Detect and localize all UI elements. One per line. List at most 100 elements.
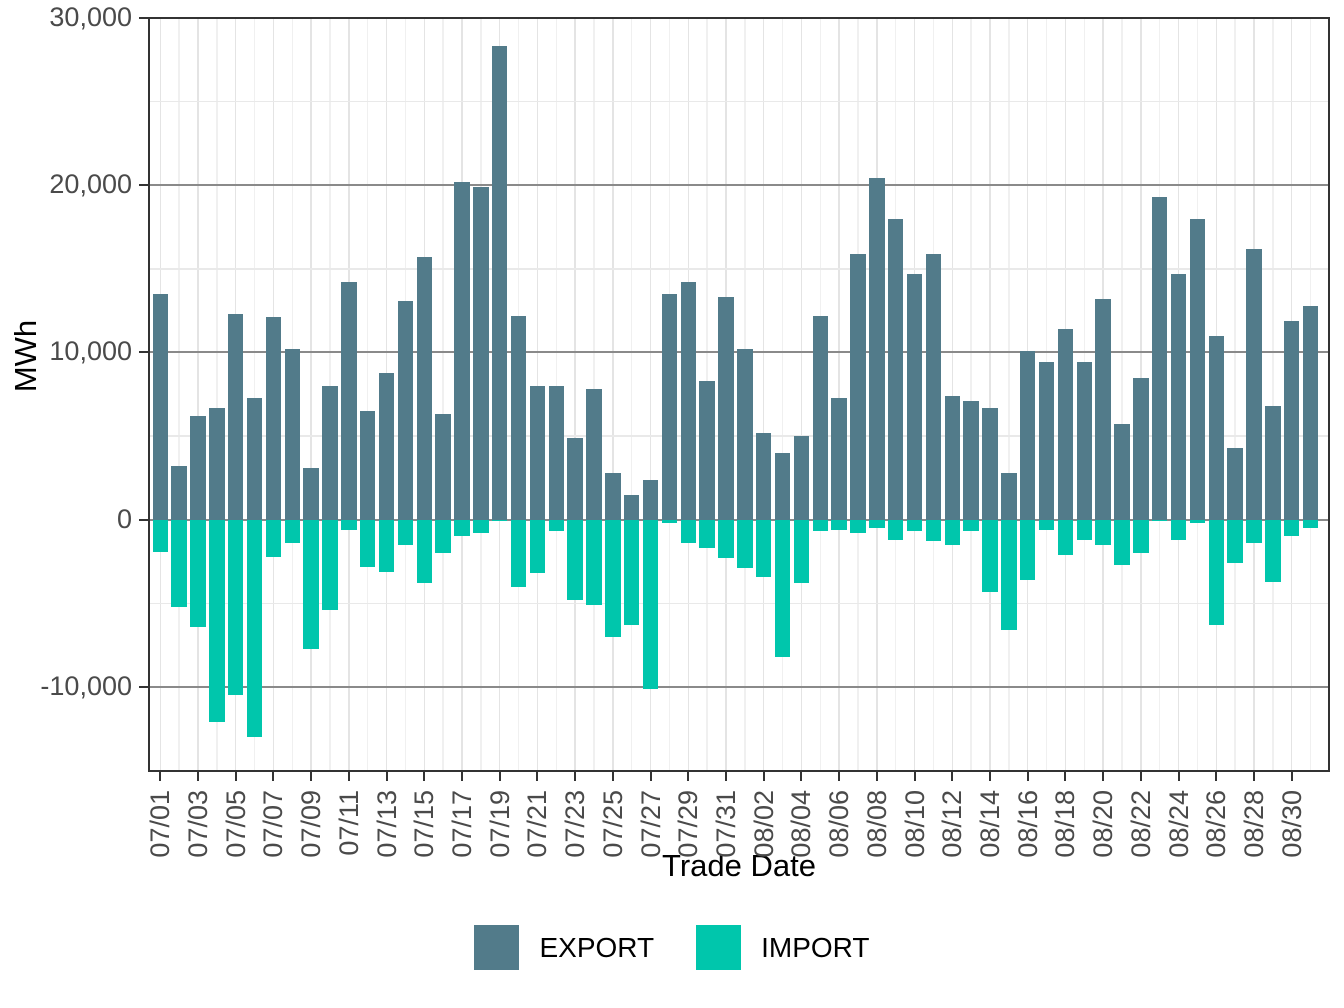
export-bar bbox=[925, 253, 942, 520]
x-axis-tick bbox=[913, 772, 916, 781]
export-bar bbox=[718, 297, 734, 520]
export-bar bbox=[473, 186, 489, 520]
import-bar bbox=[1189, 519, 1206, 524]
x-axis-tick bbox=[536, 772, 539, 781]
export-bar bbox=[416, 257, 432, 520]
import-bar bbox=[473, 519, 489, 534]
y-axis-tick-label: 30,000 bbox=[49, 1, 132, 32]
import-bar bbox=[567, 519, 583, 601]
x-axis-tick-label: 07/23 bbox=[560, 790, 591, 858]
import-bar bbox=[209, 519, 225, 723]
export-bar bbox=[360, 410, 376, 520]
vertical-gridline bbox=[253, 17, 256, 772]
export-bar bbox=[1170, 273, 1187, 520]
export-bar bbox=[1095, 298, 1111, 520]
x-axis-tick-label: 07/31 bbox=[711, 790, 741, 858]
y-axis-tick bbox=[139, 518, 148, 521]
x-axis-tick-label: 08/24 bbox=[1163, 790, 1194, 858]
import-bar bbox=[586, 519, 602, 606]
import-bar bbox=[1284, 519, 1300, 537]
export-bar bbox=[322, 385, 338, 520]
import-bar bbox=[661, 519, 678, 524]
major-gridline bbox=[148, 686, 1330, 688]
x-axis-tick bbox=[800, 772, 803, 781]
import-bar bbox=[774, 519, 791, 657]
y-axis-tick bbox=[139, 351, 148, 354]
export-swatch-icon bbox=[474, 925, 520, 970]
vertical-gridline bbox=[1008, 17, 1010, 772]
import-bar bbox=[1001, 519, 1017, 631]
x-axis-tick-label: 07/27 bbox=[635, 790, 666, 858]
x-axis-tick-label: 08/14 bbox=[975, 790, 1005, 858]
export-bar bbox=[1114, 424, 1130, 520]
export-bar bbox=[190, 415, 206, 520]
export-bar bbox=[284, 349, 300, 520]
export-bar bbox=[341, 282, 357, 520]
x-axis-tick-label: 07/03 bbox=[183, 790, 213, 858]
x-axis-tick-label: 08/22 bbox=[1125, 790, 1156, 858]
vertical-gridline bbox=[649, 17, 652, 772]
vertical-gridline bbox=[951, 17, 954, 772]
x-axis-tick-label: 08/08 bbox=[861, 790, 892, 858]
vertical-gridline bbox=[970, 17, 972, 772]
import-bar bbox=[812, 519, 828, 532]
import-bar bbox=[1020, 519, 1036, 580]
import-bar bbox=[642, 519, 659, 689]
import-bar bbox=[756, 519, 772, 577]
export-bar bbox=[228, 313, 244, 520]
export-bar bbox=[888, 218, 904, 520]
import-bar bbox=[454, 519, 470, 537]
export-bar bbox=[774, 452, 791, 520]
export-bar bbox=[756, 432, 772, 520]
export-bar bbox=[1020, 350, 1036, 520]
x-axis-title: Trade Date bbox=[662, 848, 816, 883]
export-bar bbox=[529, 385, 546, 520]
import-bar bbox=[831, 519, 847, 530]
export-bar bbox=[586, 389, 602, 520]
vertical-gridline bbox=[366, 17, 369, 772]
x-axis-tick bbox=[762, 772, 765, 781]
export-bar bbox=[699, 380, 715, 520]
x-axis-tick-label: 07/07 bbox=[258, 790, 289, 858]
export-bar bbox=[1038, 362, 1055, 520]
x-axis-tick-label: 08/16 bbox=[1012, 790, 1043, 858]
x-axis-tick-label: 08/10 bbox=[899, 790, 930, 858]
import-bar bbox=[1095, 519, 1111, 545]
import-bar bbox=[341, 519, 357, 530]
import-bar bbox=[1302, 519, 1319, 529]
minor-gridline bbox=[148, 602, 1330, 605]
x-axis-tick bbox=[385, 772, 388, 781]
export-bar bbox=[303, 467, 319, 520]
x-axis-tick-label: 08/04 bbox=[786, 790, 817, 858]
import-bar bbox=[435, 519, 451, 554]
import-swatch-icon bbox=[696, 925, 742, 970]
vertical-gridline bbox=[989, 17, 991, 772]
import-bar bbox=[1076, 519, 1092, 540]
import-bar bbox=[303, 519, 319, 649]
x-axis-tick bbox=[574, 772, 577, 781]
x-axis-tick bbox=[272, 772, 275, 781]
x-axis-tick bbox=[611, 772, 614, 781]
major-gridline bbox=[148, 184, 1330, 187]
x-axis-tick-label: 08/06 bbox=[824, 790, 855, 858]
x-axis-tick bbox=[197, 772, 199, 781]
import-bar bbox=[360, 519, 376, 567]
import-bar bbox=[1265, 519, 1281, 582]
import-bar bbox=[982, 519, 998, 592]
x-axis-tick bbox=[687, 772, 690, 781]
export-bar bbox=[793, 436, 810, 520]
x-axis-tick bbox=[159, 772, 162, 781]
export-bar bbox=[1189, 218, 1206, 520]
import-bar bbox=[246, 519, 263, 738]
vertical-gridline bbox=[310, 17, 312, 772]
y-axis-tick-label: 10,000 bbox=[49, 336, 132, 367]
export-bar bbox=[869, 178, 885, 520]
import-bar bbox=[1133, 519, 1149, 554]
import-bar bbox=[378, 519, 395, 572]
import-bar bbox=[963, 519, 979, 532]
x-axis-tick bbox=[838, 772, 841, 781]
import-bar bbox=[888, 519, 904, 540]
import-bar bbox=[492, 519, 508, 522]
x-axis-tick bbox=[1064, 772, 1067, 781]
legend-item-export: EXPORT bbox=[474, 925, 654, 970]
